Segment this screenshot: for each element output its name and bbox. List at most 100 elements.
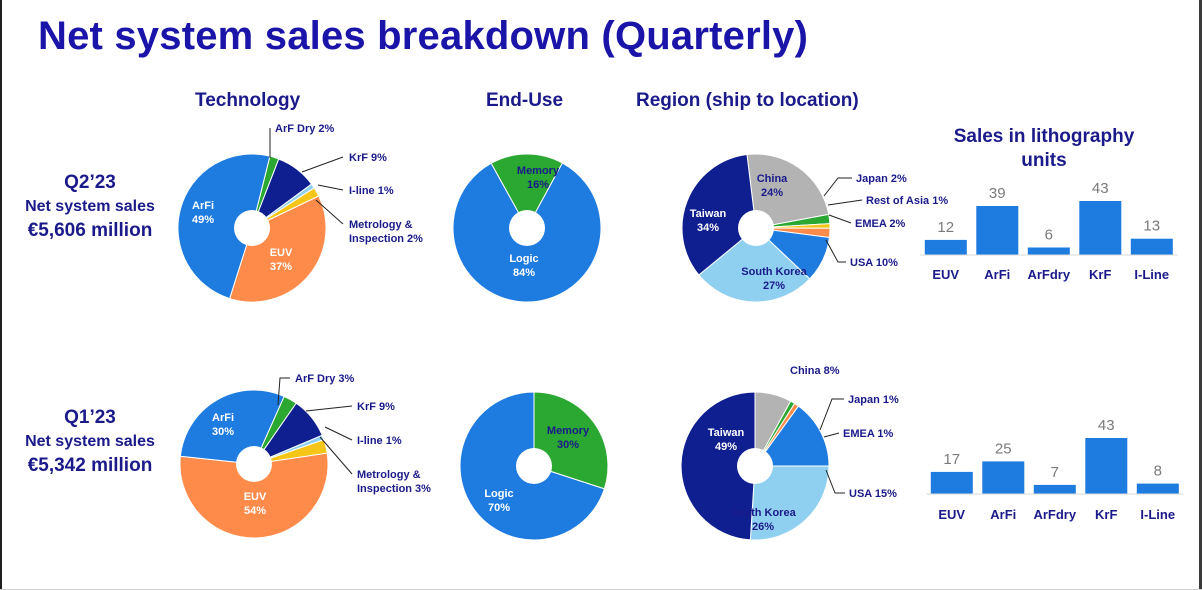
q1-litho-bars-category-i-line: I-Line — [1140, 507, 1175, 522]
q1-litho-bars-bar-krf — [1085, 438, 1128, 494]
q2-litho-bars-value-arfi: 39 — [989, 185, 1006, 202]
q2-litho-bars-category-i-line: I-Line — [1134, 267, 1169, 282]
q2-technology-slice-arfi — [177, 153, 271, 300]
q1-litho-bars-category-krf: KrF — [1095, 507, 1117, 522]
q2-region-leader-japan — [823, 177, 852, 197]
q2-region-label-taiwan: Taiwan 34% — [690, 208, 727, 234]
q2-region-slice-taiwan — [681, 153, 757, 276]
q2-region-center-hole — [738, 210, 774, 246]
end-use-header: End-Use — [486, 90, 564, 111]
q2-end-use-label-memory: Memory 16% — [517, 165, 560, 191]
q2-region-label-china: China 24% — [757, 173, 788, 199]
region-header: Region (ship to location) — [636, 90, 859, 111]
q1-technology-leader-i-line — [324, 426, 353, 441]
q2-litho-bars-value-krf: 43 — [1092, 180, 1109, 197]
q2-litho-bars-category-euv: EUV — [932, 267, 959, 282]
q1-technology-slice-arfi — [179, 389, 285, 465]
q1-region-label-taiwan: Taiwan 49% — [708, 427, 745, 453]
q1-region-leader-usa — [825, 469, 845, 494]
q2-end-use-center-hole — [509, 210, 545, 246]
q2-litho-bars-value-arfdry: 6 — [1045, 227, 1053, 244]
q2-litho-bars-value-euv: 12 — [937, 219, 954, 236]
q2-region-label-emea: EMEA 2% — [855, 218, 906, 230]
q2-litho-bars-bar-arfi — [976, 206, 1019, 255]
q1-technology-center-hole — [236, 446, 272, 482]
q1-amount: €5,342 million — [27, 455, 153, 476]
q2-technology-label-arfi: ArFi 49% — [192, 200, 214, 226]
q2-region-label-japan: Japan 2% — [856, 173, 907, 185]
q1-technology-label-i-line: I-line 1% — [357, 435, 402, 447]
q2-litho-bars-category-arfdry: ArFdry — [1027, 267, 1070, 282]
q2-technology-leader-metrology-and-inspection — [315, 199, 344, 225]
q2-litho-bars-category-krf: KrF — [1089, 267, 1111, 282]
q1-region-label-china: China 8% — [790, 365, 840, 377]
q1-litho-bars-bar-arfdry — [1033, 484, 1076, 494]
q1-litho-bars-value-krf: 43 — [1098, 417, 1115, 434]
q2-label-block: Q2’23 Net system sales €5,606 million — [14, 172, 166, 242]
q2-technology-label-arf-dry: ArF Dry 2% — [275, 123, 335, 135]
q2-technology-label-metrology-and-inspection: Metrology & Inspection 2% — [349, 219, 423, 245]
q1-region-label-usa: USA 15% — [849, 488, 897, 500]
q2-litho-bars-bar-krf — [1079, 201, 1122, 255]
q2-region-label-south-korea: South Korea 27% — [741, 266, 807, 292]
q1-region-label-japan: Japan 1% — [848, 394, 899, 406]
q1-region-slice-usa — [754, 405, 830, 467]
q1-region-center-hole — [737, 448, 773, 484]
q1-region-label-emea: EMEA 1% — [843, 428, 894, 440]
q1-technology-leader-arf-dry — [277, 377, 290, 406]
q2-region-leader-usa — [825, 239, 846, 263]
q1-end-use-label-memory: Memory 30% — [547, 425, 590, 451]
q2-quarter: Q2’23 — [64, 172, 116, 193]
q1-technology-label-arfi: ArFi 30% — [212, 412, 234, 438]
q1-technology-label-euv: EUV 54% — [244, 491, 267, 517]
q1-quarter: Q1’23 — [64, 407, 116, 428]
litho-units-header: Sales in lithography units — [953, 126, 1135, 171]
q1-litho-bars-value-euv: 17 — [943, 451, 960, 468]
q2-region-slice-south-korea — [698, 227, 811, 303]
q1-litho-bars-value-arfdry: 7 — [1051, 464, 1059, 481]
technology-header: Technology — [195, 90, 301, 111]
left-edge — [0, 0, 2, 590]
q1-technology-slice-euv — [179, 452, 329, 539]
q1-technology-leader-metrology-and-inspection — [319, 436, 353, 475]
q2-region-label-rest-of-asia: Rest of Asia 1% — [866, 195, 948, 207]
q1-region-label-south-korea: South Korea 26% — [730, 507, 796, 533]
q2-litho-bars-bar-arfdry — [1027, 247, 1070, 255]
q2-amount: €5,606 million — [27, 220, 153, 241]
q2-region-leader-emea — [828, 214, 852, 224]
q2-litho-bars-value-i-line: 13 — [1143, 218, 1160, 235]
page-title: Net system sales breakdown (Quarterly) — [38, 14, 809, 58]
q1-litho-bars-category-euv: EUV — [938, 507, 965, 522]
q1-technology-leader-krf — [305, 405, 353, 412]
q1-region-leader-japan — [819, 398, 844, 431]
q2-litho-bars-bar-i-line — [1130, 238, 1173, 255]
q2-region-slice-china — [746, 153, 830, 229]
q2-end-use-slice-memory — [490, 153, 564, 230]
q1-litho-bars-bar-arfi — [982, 461, 1025, 494]
q1-technology-label-krf: KrF 9% — [357, 401, 395, 413]
q1-end-use-label-logic: Logic 70% — [484, 488, 513, 514]
q1-technology-label-arf-dry: ArF Dry 3% — [295, 373, 355, 385]
q1-litho-bars-bar-euv — [930, 471, 973, 494]
q2-technology-leader-i-line — [317, 184, 344, 191]
q2-end-use-label-logic: Logic 84% — [509, 253, 538, 279]
q2-technology-center-hole — [234, 210, 270, 246]
q2-subtitle: Net system sales — [25, 198, 155, 215]
q2-technology-label-i-line: I-line 1% — [349, 185, 394, 197]
q1-litho-bars-category-arfdry: ArFdry — [1033, 507, 1076, 522]
q1-litho-bars-bar-i-line — [1136, 483, 1179, 494]
q1-region-leader-emea — [823, 432, 840, 438]
q2-litho-bars-bar-euv — [924, 239, 967, 255]
q1-litho-bars-category-arfi: ArFi — [990, 507, 1016, 522]
q1-litho-bars-value-i-line: 8 — [1154, 463, 1162, 480]
q2-region-label-usa: USA 10% — [850, 257, 898, 269]
q1-end-use-slice-memory — [533, 391, 609, 490]
q1-end-use-center-hole — [516, 448, 552, 484]
q1-litho-bars-value-arfi: 25 — [995, 440, 1012, 457]
q2-technology-slice-euv — [228, 195, 327, 303]
q1-subtitle: Net system sales — [25, 433, 155, 450]
q1-region-slice-taiwan — [680, 391, 756, 541]
q1-label-block: Q1’23 Net system sales €5,342 million — [14, 407, 166, 477]
q2-technology-label-krf: KrF 9% — [349, 152, 387, 164]
